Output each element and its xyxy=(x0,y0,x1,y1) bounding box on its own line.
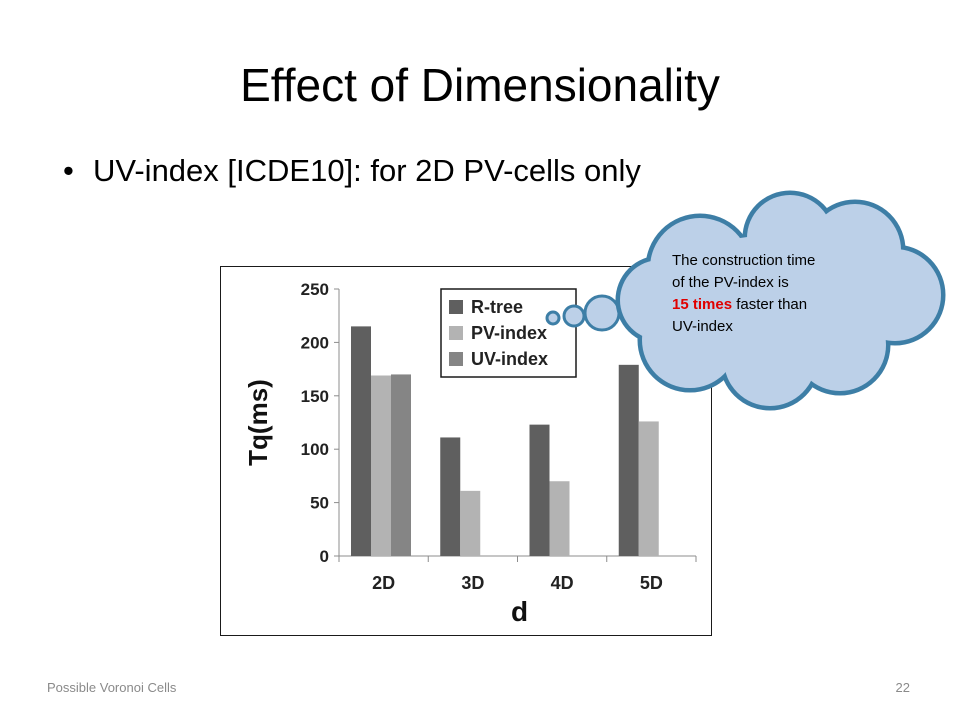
bar-pv-index xyxy=(638,421,659,556)
bar-pv-index xyxy=(460,490,481,556)
legend-swatch xyxy=(449,300,463,314)
chart-legend xyxy=(440,288,577,378)
bar-chart: 0 50 100 150 200 250 2D 3D 4D 5D d Tq(ms) R-tree PV-i… xyxy=(220,266,712,636)
x-tick-label: 3D xyxy=(461,573,484,593)
callout-line-3: 15 times faster than xyxy=(672,294,882,316)
footer-title: Possible Voronoi Cells xyxy=(47,680,177,695)
legend-label: UV-index xyxy=(471,349,548,369)
bar-pv-index xyxy=(549,481,570,556)
x-tick-label: 5D xyxy=(640,573,663,593)
x-tick-label: 2D xyxy=(372,573,395,593)
y-axis-title: Tq(ms) xyxy=(243,379,273,466)
legend-label: R-tree xyxy=(471,297,523,317)
callout-line-3-rest: faster than xyxy=(732,296,808,313)
legend-label: PV-index xyxy=(471,323,547,343)
slide-title: Effect of Dimensionality xyxy=(240,59,720,111)
page-number: 22 xyxy=(895,680,910,695)
y-tick-label: 200 xyxy=(301,333,329,352)
y-tick-label: 50 xyxy=(310,494,329,513)
x-axis-title: d xyxy=(511,596,528,627)
bar-r-tree xyxy=(529,424,550,556)
callout-highlight: 15 times xyxy=(672,296,733,313)
y-tick-label: 250 xyxy=(301,280,329,299)
bullet-item: • UV-index [ICDE10]: for 2D PV-cells only xyxy=(63,152,641,189)
callout-text: The construction time of the PV-index is… xyxy=(672,250,882,338)
bar-pv-index xyxy=(371,375,391,556)
bullet-text: UV-index [ICDE10]: for 2D PV-cells only xyxy=(93,153,641,188)
bar-r-tree xyxy=(440,437,461,556)
callout-line-1: The construction time xyxy=(672,252,816,269)
bar-r-tree xyxy=(351,326,371,556)
bullet-dot-icon: • xyxy=(63,153,74,188)
bar-r-tree xyxy=(618,364,639,556)
legend-swatch xyxy=(449,326,463,340)
x-tick-label: 4D xyxy=(551,573,574,593)
callout-line-4: UV-index xyxy=(672,318,733,335)
y-tick-label: 100 xyxy=(301,440,329,459)
callout-line-2: of the PV-index is xyxy=(672,274,789,291)
y-tick-label: 0 xyxy=(320,547,329,566)
chart-svg: 0 50 100 150 200 250 2D 3D 4D 5D d Tq(ms) R-tree PV-i… xyxy=(243,280,697,627)
legend-swatch xyxy=(449,352,463,366)
y-tick-label: 150 xyxy=(301,387,329,406)
bar-uv-index xyxy=(391,374,411,556)
